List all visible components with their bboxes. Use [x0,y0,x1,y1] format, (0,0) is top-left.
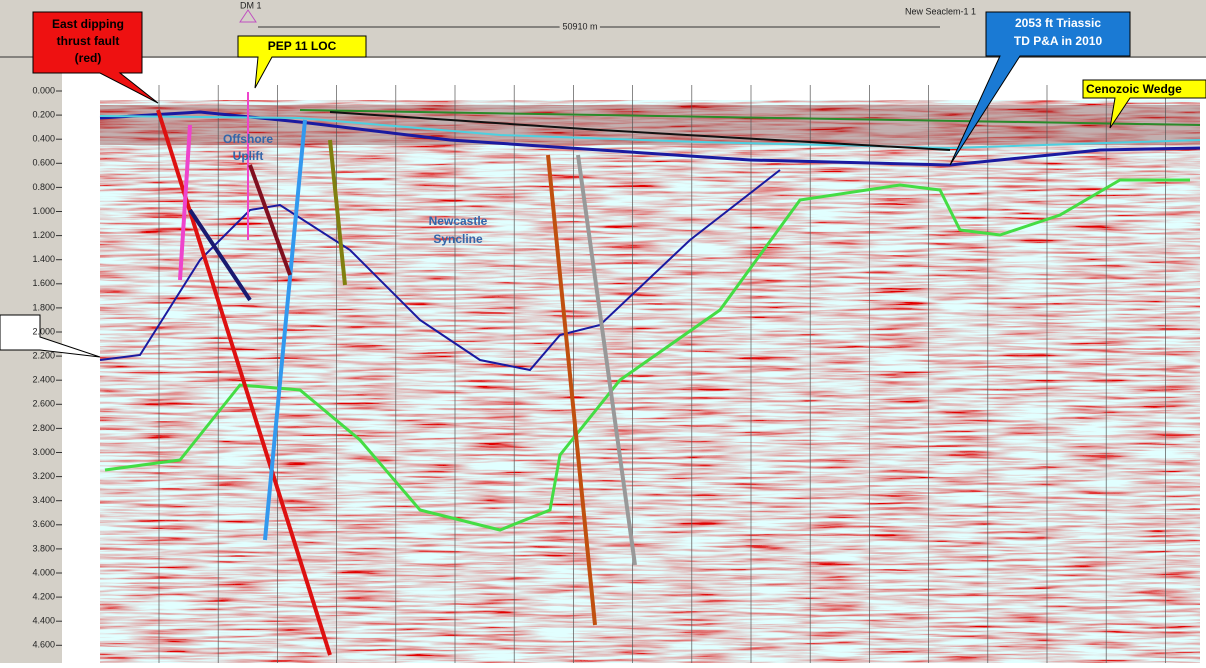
callout-box [1082,79,1206,129]
region-label: Uplift [233,149,264,163]
region-label: Offshore [223,132,273,146]
tick-label: 3.400 [32,495,55,505]
tick-label: 0.600 [32,158,55,168]
callout-text: East dipping [52,17,124,31]
well-label: DM 1 [240,0,262,10]
callout-text: (red) [75,51,102,65]
tick-label: 4.000 [32,567,55,577]
tick-label: 0.000 [32,85,55,95]
seabed-band [100,105,1200,145]
tick-label: 2.800 [32,423,55,433]
tick-label: 3.600 [32,519,55,529]
time-axis: 0.000 0.200 0.400 0.600 0.800 1.000 1.200 1.400… [32,85,62,650]
tick-label: 3.200 [32,471,55,481]
trace-lines [158,85,1166,663]
tick-label: 2.600 [32,399,55,409]
tick-label: 2.000 [32,326,55,336]
region-label: Syncline [433,232,483,246]
tick-label: 4.200 [32,591,55,601]
callout-text: PEP 11 LOC [268,39,337,53]
tick-label: 0.200 [32,109,55,119]
tick-label: 1.400 [32,254,55,264]
tick-label: 1.800 [32,302,55,312]
region-label: Newcastle [429,214,488,228]
tick-label: 4.600 [32,640,55,650]
callout-box [949,11,1131,166]
tick-label: 0.800 [32,182,55,192]
faults [156,92,637,656]
tick-label: 1.000 [32,206,55,216]
tick-label: 2.200 [32,350,55,360]
callout-text: thrust fault [57,34,120,48]
callout-text: TD P&A in 2010 [1014,34,1103,48]
tick-label: 4.400 [32,616,55,626]
well-marker [239,9,257,23]
tick-label: 1.600 [32,278,55,288]
tick-label: 3.000 [32,447,55,457]
region-labels: Offshore Uplift Newcastle Syncline [223,132,488,246]
axis-panel [0,58,62,663]
callout-box [0,314,101,358]
callout-box [32,11,159,104]
tick-label: 1.200 [32,230,55,240]
tick-label: 0.400 [32,134,55,144]
seismic-image [100,100,1200,663]
callout-text: 2053 ft Triassic [1015,16,1101,30]
tick-label: 2.400 [32,375,55,385]
well-label: New Seaclem-1 1 [905,6,976,16]
tick-label: 3.800 [32,543,55,553]
distance-label: 50910 m [562,21,597,31]
callout-box [237,35,367,89]
callout-text: Cenozoic Wedge [1086,82,1182,96]
